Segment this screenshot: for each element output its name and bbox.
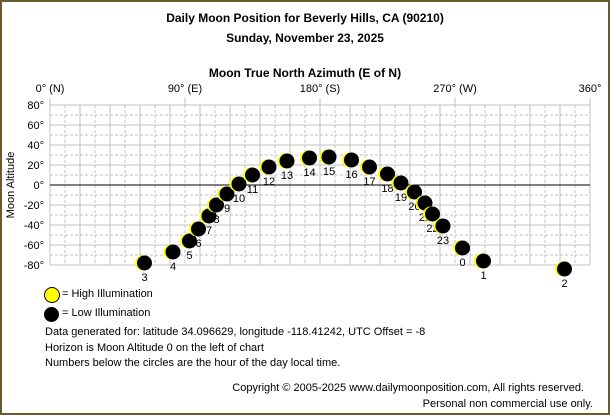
note-horizon: Horizon is Moon Altitude 0 on the left o… <box>45 342 264 354</box>
usage-note: Personal non commercial use only. <box>422 398 593 410</box>
moon-position-point <box>302 150 317 166</box>
y-tick-label: 0° <box>33 180 44 192</box>
y-tick-label: 40° <box>27 140 44 152</box>
moon-position-point <box>362 159 377 175</box>
hour-label: 17 <box>363 176 375 188</box>
copyright: Copyright © 2005-2025 www.dailymoonposit… <box>232 382 584 394</box>
moon-position-point <box>137 255 152 271</box>
hour-label: 10 <box>233 193 245 205</box>
hour-label: 0 <box>459 257 465 269</box>
hour-label: 4 <box>170 261 176 273</box>
x-tick-label: 270° (W) <box>433 83 477 95</box>
hour-label: 8 <box>213 214 219 226</box>
moon-position-point <box>279 153 295 169</box>
y-tick-label: -40° <box>24 220 44 232</box>
hour-label: 12 <box>263 176 275 188</box>
moon-position-point <box>191 221 206 237</box>
moon-position-point <box>393 175 409 191</box>
moon-position-point <box>245 167 260 183</box>
y-tick-label: -80° <box>24 260 44 272</box>
chart-title: Daily Moon Position for Beverly Hills, C… <box>166 11 444 25</box>
moon-position-point <box>344 152 359 168</box>
y-tick-label: 20° <box>27 160 44 172</box>
y-tick-label: 80° <box>27 100 44 112</box>
hour-label: 2 <box>561 278 567 290</box>
moon-position-point <box>182 233 197 249</box>
x-axis-title: Moon True North Azimuth (E of N) <box>208 66 402 80</box>
y-tick-label: -60° <box>24 240 44 252</box>
moon-position-point <box>321 149 337 165</box>
x-tick-label: 0° (N) <box>36 83 65 95</box>
hour-label: 18 <box>381 183 393 195</box>
hour-label: 16 <box>345 169 357 181</box>
moon-position-point <box>261 159 277 175</box>
hour-label: 9 <box>224 203 230 215</box>
moon-position-point <box>165 244 181 260</box>
moon-position-point <box>455 240 470 256</box>
moon-position-point <box>380 166 395 182</box>
hour-label: 5 <box>186 250 192 262</box>
x-tick-label: 90° (E) <box>168 83 202 95</box>
moon-position-point <box>209 197 224 213</box>
x-tick-label: 360° <box>579 83 602 95</box>
hour-label: 23 <box>437 235 449 247</box>
hour-label: 13 <box>281 170 293 182</box>
note-hours: Numbers below the circles are the hour o… <box>45 357 341 369</box>
x-tick-label: 180° (S) <box>300 83 340 95</box>
y-tick-label: 60° <box>27 120 44 132</box>
moon-position-point <box>435 218 451 234</box>
high-illumination-swatch <box>44 287 60 303</box>
y-axis-title: Moon Altitude <box>5 152 17 219</box>
hour-label: 1 <box>480 270 486 282</box>
y-tick-label: -20° <box>24 200 44 212</box>
moon-position-point <box>557 261 572 277</box>
hour-label: 19 <box>395 192 407 204</box>
hour-label: 7 <box>206 225 212 237</box>
moon-position-point <box>231 176 247 192</box>
legend-high-label: = High Illumination <box>62 288 153 300</box>
moon-position-point <box>219 186 235 202</box>
moon-position-point <box>407 184 422 200</box>
chart-subtitle: Sunday, November 23, 2025 <box>226 31 384 45</box>
moon-position-point <box>425 206 440 222</box>
legend-low-label: = Low Illumination <box>62 307 151 319</box>
hour-label: 6 <box>195 238 201 250</box>
hour-label: 14 <box>303 167 315 179</box>
moon-position-point <box>476 253 491 269</box>
hour-label: 11 <box>247 184 258 196</box>
note-location: Data generated for: latitude 34.096629, … <box>45 326 426 338</box>
hour-label: 3 <box>141 272 147 284</box>
hour-label: 15 <box>323 166 335 178</box>
low-illumination-swatch <box>44 307 59 322</box>
